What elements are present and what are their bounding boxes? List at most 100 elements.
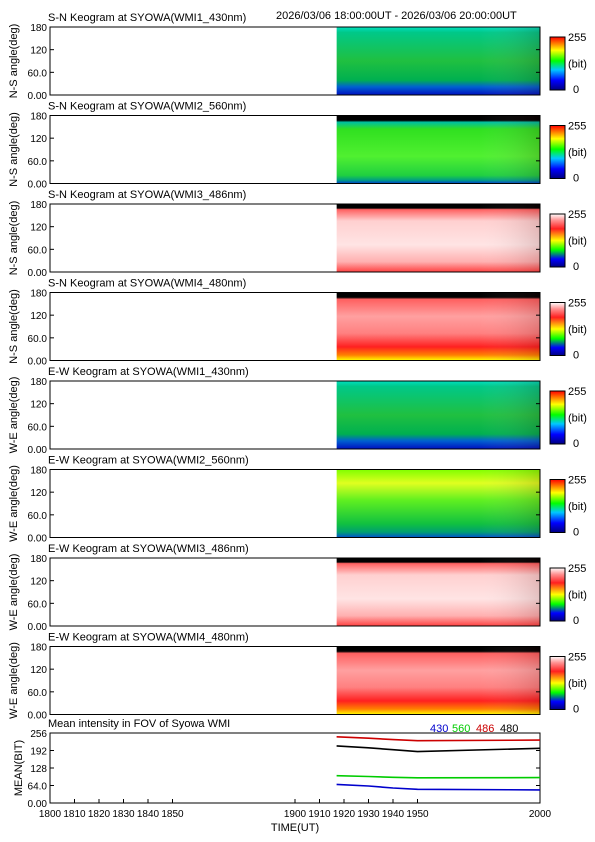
x-tick-label: 1800 (39, 809, 62, 820)
keogram-shade (336, 292, 540, 361)
keogram-panel-1: S-N Keogram at SYOWA(WMI1_430nm) 0.00 60.0… (8, 12, 587, 102)
keogram-shade (336, 646, 540, 715)
keogram-frame (49, 203, 541, 273)
y-tick-label: 0.00 (28, 180, 48, 191)
y-tick-label: 120 (30, 577, 47, 588)
colorbar (549, 302, 566, 356)
keogram-frame (49, 646, 541, 715)
y-tick-label: 180 (30, 466, 47, 477)
keogram-panel-3: S-N Keogram at SYOWA(WMI3_486nm) 0.00 60.0… (8, 189, 587, 279)
colorbar-unit-label: (bit) (568, 59, 587, 71)
keogram-shade (336, 204, 540, 272)
y-tick-label: 60.0 (28, 245, 48, 256)
colorbar-max-label: 255 (568, 32, 586, 44)
keogram-frame (49, 26, 541, 96)
y-tick-label: 64.0 (28, 782, 48, 793)
colorbar-min-label: 0 (573, 615, 579, 627)
colorbar-unit-label: (bit) (568, 678, 587, 690)
x-axis-label: TIME(UT) (271, 822, 319, 834)
colorbar-unit-label: (bit) (568, 590, 587, 602)
y-tick-label: 180 (30, 377, 47, 388)
colorbar-min-label: 0 (573, 438, 579, 450)
y-tick-label: 192 (30, 747, 47, 758)
y-tick-label: 60.0 (28, 422, 48, 433)
keogram-title: S-N Keogram at SYOWA(WMI4_480nm) (48, 278, 246, 290)
y-axis-label: MEAN(BIT) (13, 740, 25, 796)
y-tick-label: 120 (30, 311, 47, 322)
y-tick-label: 120 (30, 46, 47, 57)
y-tick-label: 0.00 (28, 445, 48, 456)
y-tick-label: 180 (30, 289, 47, 300)
y-tick-label: 180 (30, 23, 47, 34)
y-axis-label: W-E angle(deg) (8, 377, 20, 454)
y-tick-label: 120 (30, 488, 47, 499)
series-line-430 (336, 783, 541, 791)
y-tick-label: 60.0 (28, 599, 48, 610)
y-axis-label: N-S angle(deg) (8, 24, 20, 99)
keogram-panel-2: S-N Keogram at SYOWA(WMI2_560nm) 0.00 60.0… (8, 101, 587, 191)
y-tick-label: 180 (30, 554, 47, 565)
keogram-title: S-N Keogram at SYOWA(WMI3_486nm) (48, 189, 246, 201)
colorbar (549, 125, 566, 179)
keogram-shade (336, 558, 540, 626)
x-tick-label: 2000 (529, 809, 552, 820)
colorbar-min-label: 0 (573, 173, 579, 185)
colorbar-max-label: 255 (568, 209, 586, 221)
keogram-frame (49, 469, 541, 538)
colorbar-max-label: 255 (568, 121, 586, 133)
colorbar (549, 656, 566, 710)
y-tick-label: 0.00 (28, 799, 48, 810)
x-tick-label: 1950 (406, 809, 429, 820)
keogram-shade (336, 115, 540, 184)
x-tick-label: 1910 (308, 809, 331, 820)
keogram-shade (336, 469, 540, 538)
colorbar (549, 567, 566, 622)
keogram-title: S-N Keogram at SYOWA(WMI1_430nm) (48, 12, 246, 24)
colorbar-min-label: 0 (573, 527, 579, 539)
chart-title: Mean intensity in FOV of Syowa WMI (48, 718, 230, 730)
keogram-panel-7: E-W Keogram at SYOWA(WMI3_486nm) 0.00 60.0… (8, 543, 587, 633)
y-tick-label: 60.0 (28, 68, 48, 79)
legend-entry-480: 480 (500, 723, 518, 735)
colorbar-unit-label: (bit) (568, 147, 587, 159)
y-axis-label: W-E angle(deg) (8, 554, 20, 631)
keogram-frame (49, 115, 541, 184)
colorbar (549, 213, 566, 268)
keogram-panel-4: S-N Keogram at SYOWA(WMI4_480nm) 0.00 60.0… (8, 278, 587, 368)
series-line-480 (336, 745, 541, 753)
colorbar-max-label: 255 (568, 475, 586, 487)
colorbar-min-label: 0 (573, 704, 579, 716)
y-axis-label: W-E angle(deg) (8, 642, 20, 719)
keogram-panel-5: E-W Keogram at SYOWA(WMI1_430nm) 0.00 60.0… (8, 366, 587, 456)
keogram-title: E-W Keogram at SYOWA(WMI3_486nm) (48, 543, 249, 555)
colorbar-max-label: 255 (568, 386, 586, 398)
keogram-panel-8: E-W Keogram at SYOWA(WMI4_480nm) 0.00 60.0… (8, 632, 587, 722)
x-tick-label: 1900 (284, 809, 307, 820)
y-tick-label: 0.00 (28, 268, 48, 279)
chart-frame (49, 732, 541, 804)
x-tick-label: 1810 (63, 809, 86, 820)
colorbar-min-label: 0 (573, 350, 579, 362)
y-tick-label: 60.0 (28, 511, 48, 522)
colorbar-max-label: 255 (568, 298, 586, 310)
y-tick-label: 120 (30, 223, 47, 234)
colorbar-unit-label: (bit) (568, 413, 587, 425)
y-axis-label: N-S angle(deg) (8, 112, 20, 187)
colorbar-unit-label: (bit) (568, 501, 587, 513)
y-tick-label: 60.0 (28, 157, 48, 168)
keogram-title: E-W Keogram at SYOWA(WMI1_430nm) (48, 366, 249, 378)
y-axis-label: N-S angle(deg) (8, 289, 20, 364)
y-tick-label: 0.00 (28, 91, 48, 102)
keogram-title: E-W Keogram at SYOWA(WMI4_480nm) (48, 632, 249, 644)
colorbar-min-label: 0 (573, 261, 579, 273)
keogram-title: S-N Keogram at SYOWA(WMI2_560nm) (48, 101, 246, 113)
colorbar-max-label: 255 (568, 563, 586, 575)
y-axis-label: N-S angle(deg) (8, 201, 20, 276)
x-tick-label: 1840 (137, 809, 160, 820)
y-tick-label: 180 (30, 200, 47, 211)
x-tick-label: 1820 (88, 809, 111, 820)
keogram-panel-6: E-W Keogram at SYOWA(WMI2_560nm) 0.00 60.0… (8, 455, 587, 545)
y-tick-label: 180 (30, 643, 47, 654)
colorbar-min-label: 0 (573, 84, 579, 96)
